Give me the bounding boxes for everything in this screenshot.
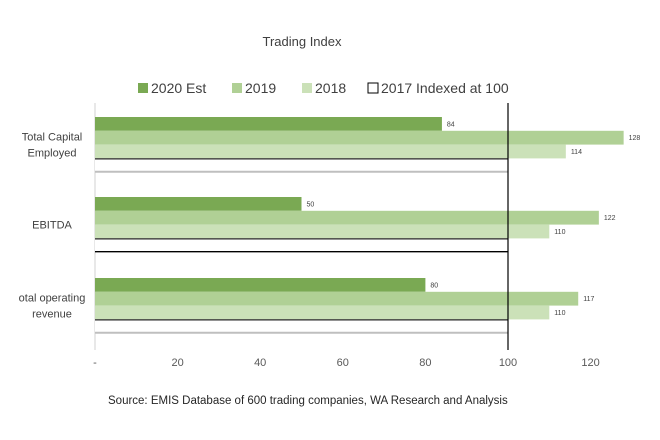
legend-swatch: [367, 82, 379, 94]
bar-2017: [95, 238, 508, 253]
legend-swatch: [138, 83, 148, 93]
bar-2020: [95, 197, 302, 211]
bar-2020: [95, 278, 426, 292]
bar-2017: [95, 319, 508, 334]
bar-2017: [95, 158, 508, 173]
x-tick-label: 100: [499, 357, 517, 369]
category-labels: Total Capital Employed EBITDA otal operatin…: [19, 132, 86, 321]
data-label: 117: [583, 296, 594, 303]
x-tick-label: 40: [254, 357, 266, 369]
data-label: 80: [430, 282, 438, 289]
legend-label: 2019: [245, 80, 276, 96]
legend-item: 2020 Est: [138, 80, 206, 96]
category-label: otal operating: [19, 293, 86, 305]
x-tick-label: -: [93, 357, 97, 369]
legend: 2020 Est 2019 2018 2017 Indexed at 100: [138, 80, 509, 96]
bar-2019: [95, 130, 624, 145]
x-tick-label: 20: [171, 357, 183, 369]
data-label: 110: [554, 310, 565, 317]
category-label: Total Capital: [22, 132, 83, 144]
legend-label: 2020 Est: [151, 80, 206, 96]
legend-item: 2017 Indexed at 100: [367, 80, 509, 96]
chart-title: Trading Index: [262, 34, 342, 49]
legend-item: 2018: [302, 80, 346, 96]
data-label: 128: [629, 135, 641, 142]
x-tick-label: 80: [419, 357, 431, 369]
category-label: Employed: [28, 148, 77, 160]
bar-2020: [95, 117, 442, 131]
source-note: Source: EMIS Database of 600 trading com…: [108, 395, 508, 407]
bar-2019: [95, 210, 599, 225]
category-label: EBITDA: [32, 220, 72, 232]
legend-label: 2017 Indexed at 100: [381, 80, 509, 96]
data-label: 50: [307, 201, 315, 208]
data-label: 110: [554, 229, 565, 236]
bar-2018: [95, 144, 566, 159]
data-label: 122: [604, 215, 616, 222]
legend-item: 2019: [232, 80, 276, 96]
x-tick-label: 60: [337, 357, 349, 369]
bar-2018: [95, 224, 550, 239]
legend-label: 2018: [315, 80, 346, 96]
x-axis-ticks: - 20 40 60 80 100 120: [93, 357, 600, 369]
bar-2018: [95, 305, 550, 320]
bar-2019: [95, 291, 579, 306]
x-tick-label: 120: [581, 357, 599, 369]
legend-swatch: [232, 83, 242, 93]
data-label: 84: [447, 121, 455, 128]
legend-swatch: [302, 83, 312, 93]
bars: 84 128 114 50 122 110 80 117 110: [95, 117, 641, 334]
category-label: revenue: [32, 309, 72, 321]
data-label: 114: [571, 149, 582, 156]
